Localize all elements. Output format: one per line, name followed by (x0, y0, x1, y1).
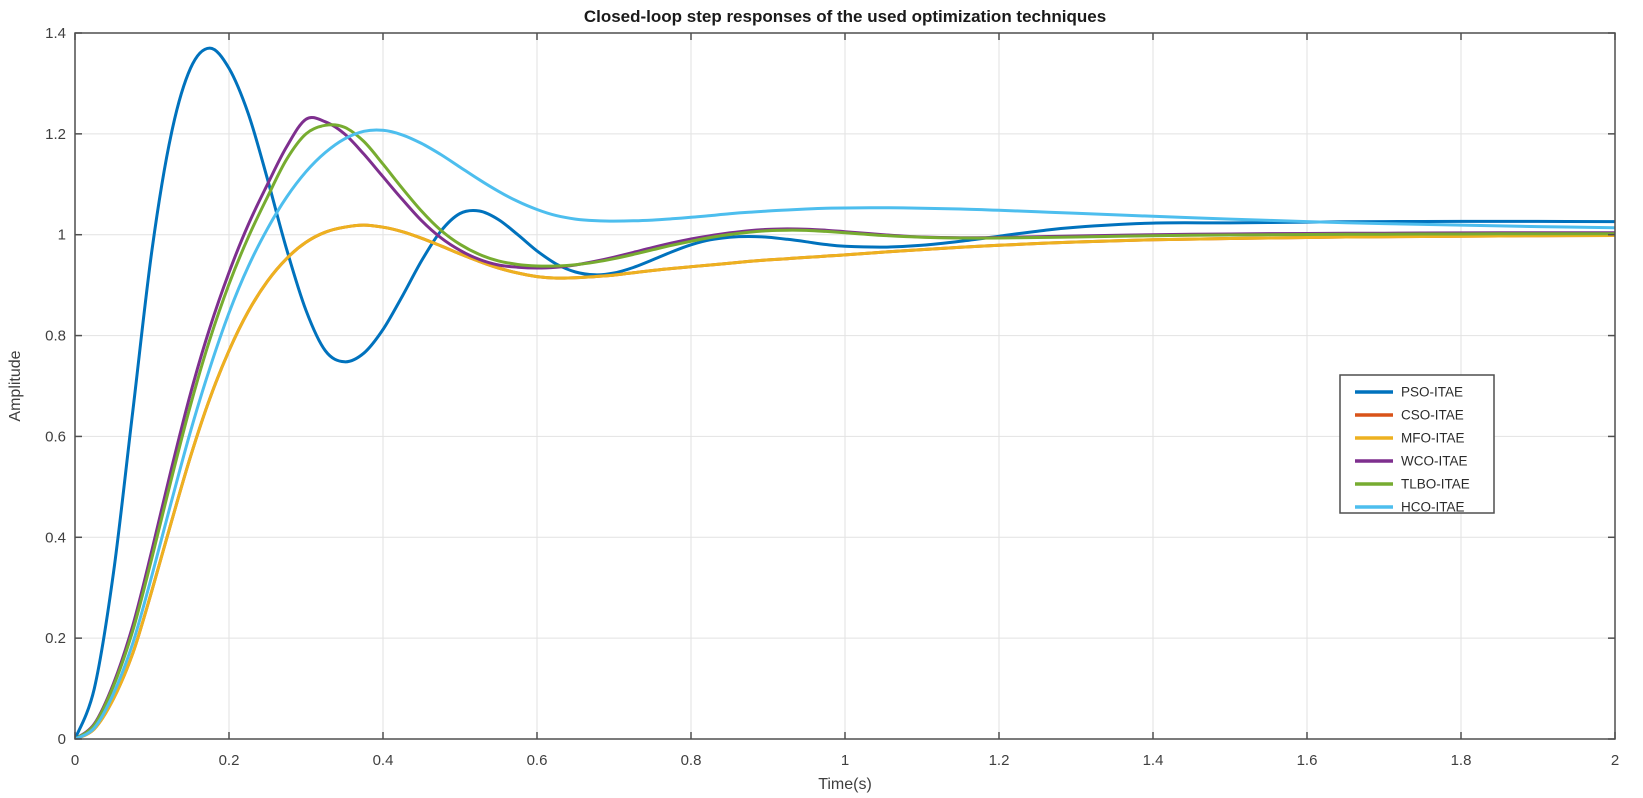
legend-label: HCO-ITAE (1401, 500, 1465, 515)
axis-tick-labels: 0 0.2 0.4 0.6 0.8 1 1.2 1.4 1.6 1.8 2 0 0.2 0.4 0.6 0.8… (45, 25, 1619, 769)
series-line-pso-itae (75, 46, 1615, 739)
legend-item: WCO-ITAE (1355, 454, 1468, 469)
legend-label: TLBO-ITAE (1401, 477, 1470, 492)
x-tick-label: 0 (71, 752, 79, 769)
legend: PSO-ITAE CSO-ITAE MFO-ITAE WCO-ITAE TLBO-ITA… (1339, 374, 1495, 515)
y-tick-label: 1.2 (45, 126, 66, 143)
y-tick-label: 0.8 (45, 328, 66, 345)
y-tick-label: 0.2 (45, 630, 66, 647)
legend-item: HCO-ITAE (1355, 500, 1465, 515)
x-tick-label: 0.8 (681, 752, 702, 769)
x-tick-label: 0.4 (373, 752, 394, 769)
series-curves (75, 46, 1615, 739)
x-tick-label: 2 (1611, 752, 1619, 769)
x-tick-label: 1.6 (1297, 752, 1318, 769)
x-axis-label: Time(s) (818, 776, 872, 793)
legend-label: CSO-ITAE (1401, 408, 1464, 423)
y-axis-label: Amplitude (7, 350, 24, 421)
series-line-hco-itae (75, 128, 1615, 739)
x-tick-label: 1.4 (1143, 752, 1164, 769)
legend-label: PSO-ITAE (1401, 385, 1463, 400)
x-tick-label: 0.6 (527, 752, 548, 769)
y-tick-label: 0 (58, 731, 66, 748)
axis-ticks (74, 32, 1616, 740)
chart-title: Closed-loop step responses of the used o… (584, 7, 1106, 26)
legend-label: MFO-ITAE (1401, 431, 1465, 446)
y-tick-label: 1 (58, 227, 66, 244)
x-tick-label: 1.8 (1451, 752, 1472, 769)
series-line-mfo-itae (75, 223, 1615, 739)
y-tick-label: 0.6 (45, 428, 66, 445)
y-tick-label: 0.4 (45, 529, 66, 546)
legend-item: CSO-ITAE (1355, 408, 1464, 423)
legend-label: WCO-ITAE (1401, 454, 1468, 469)
x-tick-label: 0.2 (219, 752, 240, 769)
series-line-tlbo-itae (75, 123, 1615, 739)
y-tick-label: 1.4 (45, 25, 66, 42)
legend-item: PSO-ITAE (1355, 385, 1463, 400)
legend-item: MFO-ITAE (1355, 431, 1465, 446)
x-tick-label: 1 (841, 752, 849, 769)
legend-item: TLBO-ITAE (1355, 477, 1470, 492)
x-tick-label: 1.2 (989, 752, 1010, 769)
legend-box (1339, 374, 1495, 514)
